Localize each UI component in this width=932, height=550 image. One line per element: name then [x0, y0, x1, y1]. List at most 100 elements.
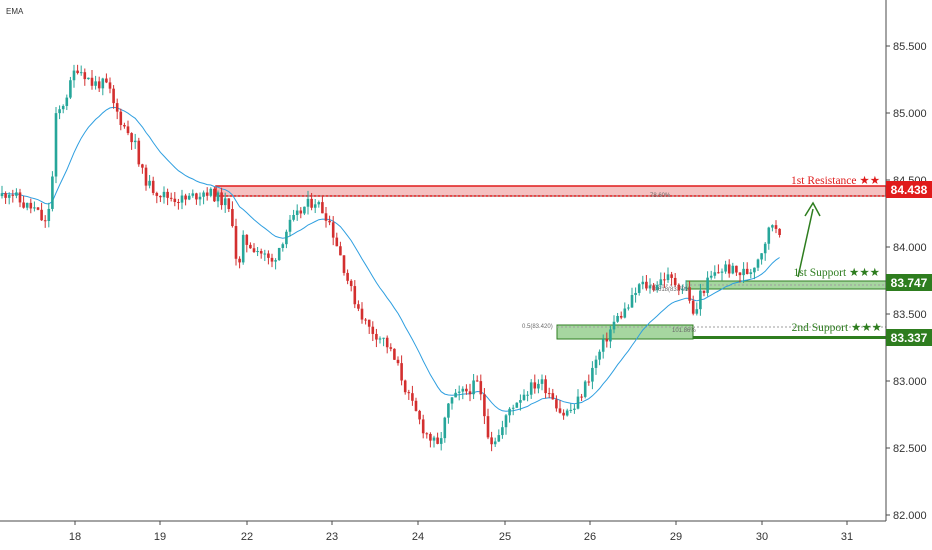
candle — [313, 199, 317, 214]
candle-body — [533, 382, 537, 389]
candle-body — [537, 383, 540, 389]
candle-body — [371, 326, 375, 334]
candle — [360, 302, 364, 324]
candle-body — [4, 193, 7, 198]
candle-body — [108, 82, 112, 89]
candle-body — [609, 329, 612, 342]
candle — [605, 332, 609, 348]
candle — [439, 432, 443, 451]
candle — [713, 265, 717, 279]
candle — [321, 195, 324, 214]
candle-body — [241, 234, 245, 263]
candle-body — [443, 417, 447, 439]
candle — [587, 374, 591, 386]
candle — [612, 315, 616, 334]
candle — [706, 271, 709, 297]
candle — [162, 186, 166, 204]
support-zone-2 — [556, 324, 694, 340]
candle-body — [461, 388, 465, 392]
candle — [486, 408, 490, 440]
candle-body — [681, 288, 684, 291]
candle — [666, 267, 670, 283]
time-axis: 18 19 22 23 24 25 26 29 30 31 — [69, 521, 853, 543]
resistance-zone — [215, 185, 887, 197]
candle — [663, 272, 666, 288]
candle — [256, 247, 259, 257]
candle — [76, 64, 79, 75]
candle-body — [144, 167, 148, 186]
candle-body — [83, 72, 87, 80]
candle-body — [691, 300, 695, 314]
y-tick-label: 82.000 — [893, 510, 927, 522]
candle — [4, 191, 7, 204]
candle-body — [439, 438, 443, 444]
candle-body — [735, 265, 738, 273]
candle — [753, 267, 756, 280]
candle — [681, 284, 684, 294]
candle-body — [195, 193, 198, 200]
candle — [443, 416, 447, 443]
candle-body — [43, 220, 47, 222]
candle — [724, 260, 727, 274]
candle — [213, 186, 216, 203]
candle — [166, 188, 169, 206]
candle — [169, 192, 173, 202]
candle-body — [587, 381, 591, 383]
candle-body — [115, 103, 119, 112]
candle — [155, 191, 159, 204]
candle — [112, 85, 115, 109]
candle-body — [18, 192, 22, 203]
candle — [774, 220, 778, 234]
candle-body — [580, 396, 583, 398]
candle — [472, 374, 475, 400]
y-tick-label: 85.000 — [893, 108, 927, 120]
candle-body — [295, 210, 299, 215]
candle — [180, 189, 184, 210]
candle-body — [321, 202, 324, 214]
candle-body — [475, 380, 479, 382]
candle-body — [389, 347, 393, 349]
candle-body — [655, 285, 659, 291]
candle — [490, 431, 493, 452]
candle-body — [634, 292, 637, 296]
candle — [717, 264, 720, 274]
candle-body — [486, 416, 490, 438]
candle-body — [259, 251, 263, 254]
svg-text:84.438: 84.438 — [891, 183, 928, 197]
candle-body — [454, 392, 457, 398]
candle-body — [414, 400, 418, 411]
candle — [54, 106, 58, 184]
candle-body — [335, 237, 339, 247]
candle — [551, 388, 555, 400]
candle-body — [357, 304, 360, 309]
candle — [400, 355, 403, 386]
candle-body — [663, 279, 666, 281]
resistance-label: 1st Resistance ★★ — [791, 175, 880, 187]
candle-body — [205, 192, 209, 196]
candle-body — [274, 260, 277, 262]
candle-body — [627, 307, 630, 309]
candle — [335, 232, 339, 247]
ema-line — [1, 106, 780, 412]
candle — [216, 190, 220, 208]
candle — [36, 207, 40, 211]
candle — [69, 76, 72, 100]
candle — [558, 400, 562, 414]
candle — [349, 279, 353, 292]
candle-body — [558, 408, 562, 413]
candle — [583, 380, 587, 399]
support-2-label: 2nd Support ★★★ — [792, 322, 882, 334]
candle-body — [673, 277, 677, 285]
candle — [137, 137, 141, 167]
candle — [479, 374, 483, 401]
candle — [367, 319, 371, 334]
candle — [461, 386, 465, 400]
candle — [144, 164, 148, 191]
candle — [745, 262, 749, 275]
candle-body — [425, 433, 429, 435]
candle — [468, 383, 472, 402]
candle — [259, 248, 263, 259]
candle — [591, 361, 594, 390]
candle — [749, 268, 753, 279]
candle-body — [162, 191, 166, 198]
